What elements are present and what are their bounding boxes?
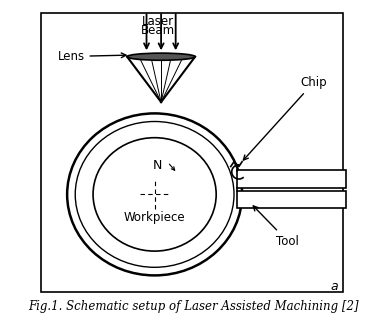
Text: a: a <box>330 280 338 293</box>
Text: Beam: Beam <box>141 24 175 37</box>
Ellipse shape <box>75 122 234 267</box>
Ellipse shape <box>127 53 195 60</box>
Bar <box>41 13 342 292</box>
Bar <box>237 191 346 208</box>
Ellipse shape <box>67 113 242 275</box>
Ellipse shape <box>93 138 216 251</box>
Text: N: N <box>153 159 163 172</box>
Text: Workpiece: Workpiece <box>124 211 185 224</box>
Text: Laser: Laser <box>142 15 174 28</box>
Bar <box>237 170 346 188</box>
Text: Chip: Chip <box>243 76 327 160</box>
Text: Lens: Lens <box>57 50 126 63</box>
Text: Tool: Tool <box>253 206 299 248</box>
Text: Fig.1. Schematic setup of Laser Assisted Machining [2]: Fig.1. Schematic setup of Laser Assisted… <box>28 300 359 313</box>
